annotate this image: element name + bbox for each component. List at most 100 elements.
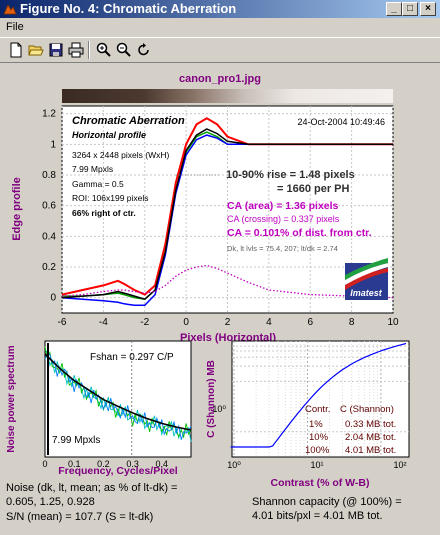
info-line: 66% right of ctr. bbox=[72, 208, 136, 218]
noise-y-axis-label: Noise power spectrum bbox=[6, 345, 17, 452]
fshan-label: Fshan = 0.297 C/P bbox=[90, 352, 174, 363]
imatest-logo-text: Imatest bbox=[350, 288, 383, 298]
rotate-icon[interactable] bbox=[136, 42, 152, 58]
edge-profile-plot: -6 -4 -2 0 2 4 6 8 10 1.2 1 0.8 0.6 0.4 0.2 0 Chromati… bbox=[42, 105, 399, 328]
info-line: 7.99 Mpxls bbox=[72, 164, 113, 174]
edge-profile-black-line bbox=[61, 128, 393, 301]
noise-mean-line bbox=[44, 353, 192, 431]
window-title: Figure No. 4: Chromatic Aberration bbox=[20, 1, 237, 16]
top-x-tick: 8 bbox=[349, 317, 355, 328]
shannon-curve bbox=[230, 342, 407, 448]
noise-x-tick: 0.2 bbox=[97, 459, 110, 469]
noise-x-ticks: 0 0.1 0.2 0.3 0.4 bbox=[42, 459, 168, 469]
info-line: ROI: 106x199 pixels bbox=[72, 193, 149, 203]
print-icon[interactable] bbox=[68, 42, 84, 58]
ca-percent-label: CA = 0.101% of dist. from ctr. bbox=[227, 227, 372, 239]
matlab-icon bbox=[3, 4, 17, 15]
noise-channel-line bbox=[44, 353, 192, 440]
new-file-icon[interactable] bbox=[8, 42, 24, 58]
top-y-tick: 1.2 bbox=[42, 109, 56, 120]
open-folder-icon[interactable] bbox=[28, 42, 44, 58]
filename-label: canon_pro1.jpg bbox=[179, 73, 261, 85]
snr-note: S/N (mean) = 107.7 (S = lt-dk) bbox=[6, 511, 154, 523]
ca-crossing-label: CA (crossing) = 0.337 pixels bbox=[227, 214, 340, 224]
top-y-tick: 0.4 bbox=[42, 231, 56, 242]
top-plot-subtitle: Horizontal profile bbox=[72, 130, 146, 140]
top-y-axis-label: Edge profile bbox=[11, 177, 23, 241]
shannon-x-tick: 10¹ bbox=[310, 460, 323, 470]
top-x-tick: 6 bbox=[307, 317, 313, 328]
noise-channel-line bbox=[44, 346, 192, 439]
shannon-row-contrast: 100% bbox=[305, 445, 330, 456]
shannon-note: Shannon capacity (@ 100%) = bbox=[252, 496, 402, 508]
close-button[interactable]: × bbox=[420, 2, 436, 16]
toolbar bbox=[0, 37, 440, 63]
top-y-tick: 0.6 bbox=[42, 201, 56, 212]
edge-image-strip bbox=[62, 89, 393, 103]
shannon-plot-grid bbox=[232, 341, 409, 457]
edge-profile-magenta-line bbox=[61, 264, 394, 299]
top-plot-title: Chromatic Aberration bbox=[72, 115, 185, 127]
shannon-row-capacity: 0.33 MB tot. bbox=[345, 419, 396, 430]
top-x-tick: 2 bbox=[225, 317, 231, 328]
shannon-row-contrast: 1% bbox=[309, 419, 323, 430]
top-plot-date: 24-Oct-2004 10:49:46 bbox=[297, 117, 385, 127]
noise-x-axis-label: Frequency, Cycles/Pixel bbox=[58, 465, 178, 477]
noise-values: 0.605, 1.25, 0.928 bbox=[6, 496, 95, 508]
top-y-ticks: 1.2 1 0.8 0.6 0.4 0.2 0 bbox=[42, 109, 56, 304]
noise-note: Noise (dk, lt, mean; as % of lt-dk) = bbox=[6, 482, 178, 494]
zoom-in-icon[interactable] bbox=[96, 42, 112, 58]
noise-plot-lines bbox=[44, 341, 192, 457]
noise-low-freq-spike bbox=[47, 343, 49, 455]
maximize-button[interactable]: □ bbox=[402, 2, 418, 16]
shannon-plot: 10⁰ 10⁰ 10¹ 10² Contr. C (Shannon) 1% 0.… bbox=[212, 340, 410, 470]
menu-bar: File bbox=[0, 19, 440, 36]
noise-x-tick: 0.4 bbox=[156, 459, 169, 469]
shannon-y-axis-label: C (Shannon) MB bbox=[206, 360, 217, 438]
figure-canvas: canon_pro1.jpg -6 -4 -2 0 2 4 6 8 10 1.2 1 0.8 0.6 0… bbox=[0, 64, 440, 532]
shannon-col-header: Contr. bbox=[305, 404, 330, 415]
top-x-tick: 0 bbox=[183, 317, 189, 328]
noise-x-tick: 0.1 bbox=[68, 459, 81, 469]
shannon-plot-frame bbox=[231, 340, 410, 458]
top-y-tick: 1 bbox=[50, 139, 56, 150]
noise-x-tick: 0.3 bbox=[126, 459, 139, 469]
noise-plot: 0 0.1 0.2 0.3 0.4 Fshan = 0.297 C/P 7.99 Mpx… bbox=[42, 340, 192, 469]
figure-svg: canon_pro1.jpg -6 -4 -2 0 2 4 6 8 10 1.2 1 0.8 0.6 0… bbox=[6, 73, 410, 489]
shannon-x-axis-label: Contrast (% of W-B) bbox=[271, 477, 370, 489]
top-x-ticks: -6 -4 -2 0 2 4 6 8 10 bbox=[58, 317, 399, 328]
shannon-y-tick: 10⁰ bbox=[212, 404, 226, 414]
top-x-tick: 4 bbox=[266, 317, 272, 328]
imatest-logo: Imatest bbox=[345, 258, 388, 300]
shannon-col-header: C (Shannon) bbox=[340, 404, 394, 415]
top-x-tick: -4 bbox=[99, 317, 108, 328]
levels-label: Dk, lt lvls = 75.4, 207; lt/dk = 2.74 bbox=[227, 244, 338, 253]
shannon-x-tick: 10⁰ bbox=[227, 460, 241, 470]
top-x-tick: -6 bbox=[58, 317, 67, 328]
info-line: Gamma = 0.5 bbox=[72, 179, 124, 189]
ca-area-label: CA (area) = 1.36 pixels bbox=[227, 200, 339, 212]
shannon-bits-note: 4.01 bits/pxl = 4.01 MB tot. bbox=[252, 510, 383, 522]
shannon-x-tick: 10² bbox=[393, 460, 406, 470]
noise-mpx-label: 7.99 Mpxls bbox=[52, 435, 100, 446]
zoom-out-icon[interactable] bbox=[116, 42, 132, 58]
top-x-tick: 10 bbox=[387, 317, 399, 328]
menu-file[interactable]: File bbox=[6, 21, 24, 33]
top-plot-lines bbox=[61, 117, 394, 307]
noise-plot-frame bbox=[44, 340, 192, 458]
info-line: 3264 x 2448 pixels (WxH) bbox=[72, 150, 169, 160]
shannon-row-capacity: 4.01 MB tot. bbox=[345, 445, 396, 456]
rise-per-ph-label: = 1660 per PH bbox=[277, 183, 350, 195]
top-y-tick: 0.8 bbox=[42, 170, 56, 181]
title-bar[interactable]: Figure No. 4: Chromatic Aberration _ □ × bbox=[0, 0, 440, 18]
shannon-row-contrast: 10% bbox=[309, 432, 329, 443]
save-icon[interactable] bbox=[48, 42, 64, 58]
top-x-tick: -2 bbox=[140, 317, 149, 328]
top-y-tick: 0 bbox=[50, 293, 56, 304]
minimize-button[interactable]: _ bbox=[386, 2, 402, 16]
rise-label: 10-90% rise = 1.48 pixels bbox=[226, 169, 355, 181]
toolbar-separator bbox=[88, 41, 90, 59]
top-y-tick: 0.2 bbox=[42, 262, 56, 273]
shannon-row-capacity: 2.04 MB tot. bbox=[345, 432, 396, 443]
